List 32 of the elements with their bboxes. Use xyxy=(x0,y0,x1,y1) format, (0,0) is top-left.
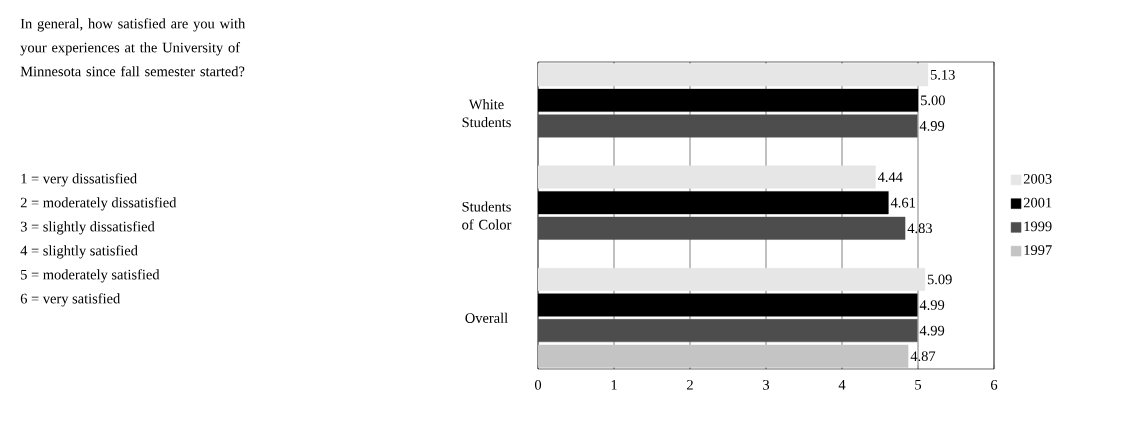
data-label: 4.61 xyxy=(890,197,915,208)
data-label: 5.09 xyxy=(927,274,952,285)
data-label: 4.87 xyxy=(910,351,936,362)
x-tick-label: 6 xyxy=(991,380,998,390)
data-label: 5.13 xyxy=(930,69,955,80)
data-label: 4.44 xyxy=(877,172,903,182)
text: In general, how satisfied are you with your experiences at the University of Minnesota since fall semester started? xyxy=(20,18,246,77)
data-label: 4.83 xyxy=(907,223,932,234)
y-tick-label: Overall xyxy=(465,312,508,323)
x-tick-label: 1 xyxy=(611,379,617,390)
x-tick-label: 4 xyxy=(838,379,846,390)
text: 6 = very satisfied xyxy=(20,293,121,307)
text: 3 = slightly dissatisfied xyxy=(20,221,155,235)
legend-label: 2001 xyxy=(1023,197,1052,208)
y-tick-label: White Students xyxy=(462,99,511,128)
x-tick-label: 2 xyxy=(687,380,693,390)
data-label: 4.99 xyxy=(919,325,945,336)
data-label: 4.99 xyxy=(919,300,945,310)
legend-label: 1999 xyxy=(1024,221,1052,232)
bar xyxy=(538,344,909,368)
text: 2 = moderately dissatisfied xyxy=(20,197,177,211)
legend-label: 1997 xyxy=(1024,245,1052,255)
text: 1 = very dissatisfied xyxy=(21,173,137,187)
legend-label: 2003 xyxy=(1023,174,1052,184)
text: 4 = slightly satisfied xyxy=(20,245,138,259)
y-tick-label: Students of Color xyxy=(462,201,512,230)
x-tick-label: 5 xyxy=(915,379,922,390)
x-tick-label: 3 xyxy=(763,380,770,390)
x-tick-label: 0 xyxy=(534,380,542,390)
data-label: 5.00 xyxy=(921,95,945,106)
text: 5 = moderately satisfied xyxy=(21,269,160,283)
data-label: 4.99 xyxy=(919,121,945,131)
